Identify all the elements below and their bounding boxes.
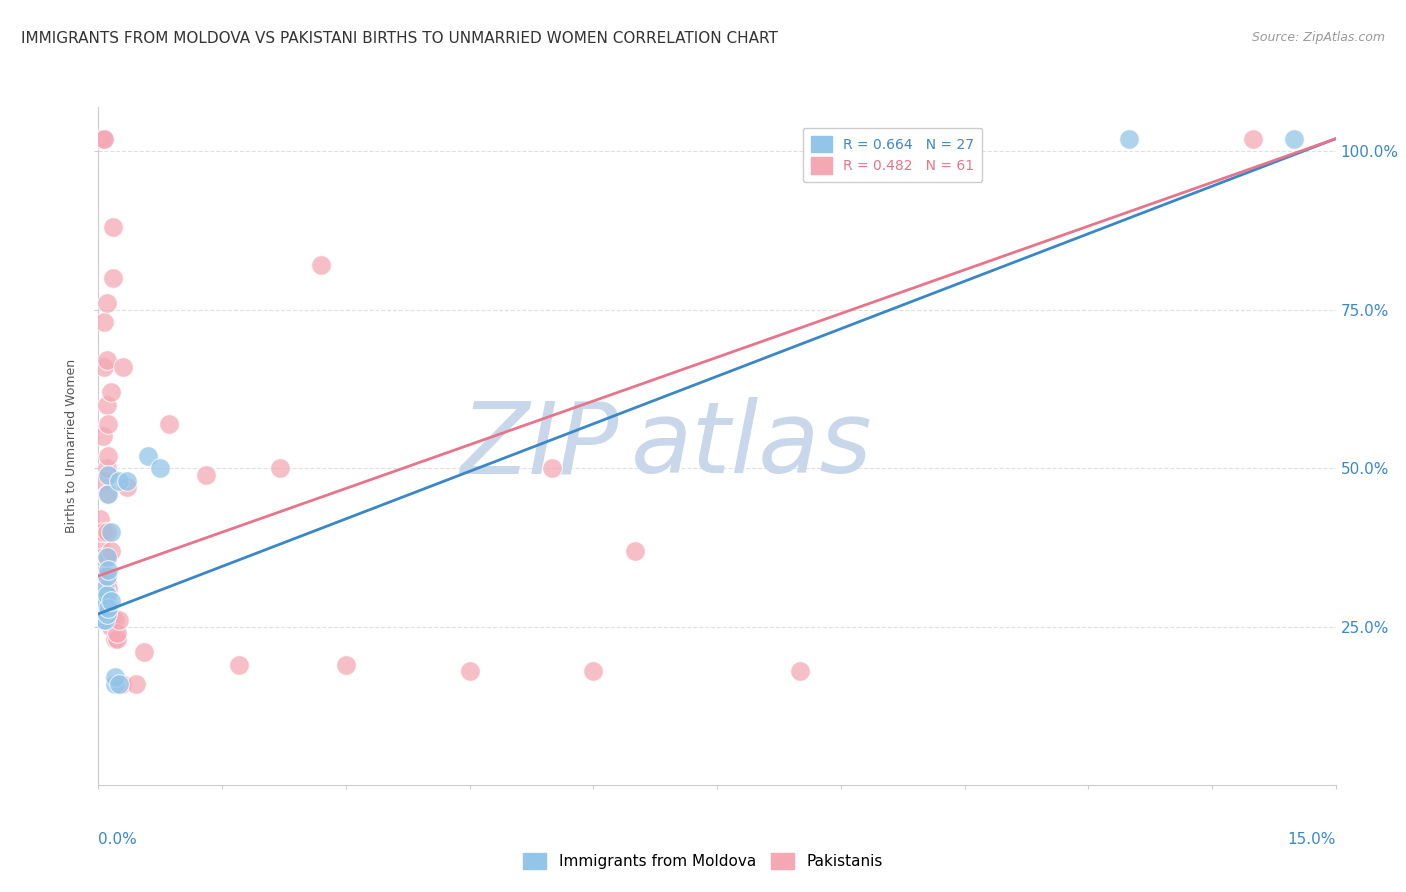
Point bbox=[91, 594, 114, 608]
Point bbox=[789, 664, 811, 678]
Point bbox=[91, 613, 114, 627]
Point bbox=[335, 657, 357, 672]
Point bbox=[97, 467, 120, 482]
Point bbox=[89, 537, 111, 551]
Point bbox=[108, 676, 131, 690]
Point bbox=[94, 582, 117, 596]
Point bbox=[91, 588, 114, 602]
Point bbox=[1241, 132, 1264, 146]
Point bbox=[89, 512, 111, 526]
Point bbox=[96, 549, 118, 564]
Point bbox=[96, 575, 118, 590]
Point bbox=[104, 613, 127, 627]
Point bbox=[89, 132, 111, 146]
Point bbox=[94, 604, 117, 618]
Legend: R = 0.664   N = 27, R = 0.482   N = 61: R = 0.664 N = 27, R = 0.482 N = 61 bbox=[803, 128, 983, 182]
Point bbox=[100, 543, 122, 558]
Point bbox=[91, 600, 114, 615]
Point bbox=[1118, 132, 1140, 146]
Point bbox=[91, 582, 114, 596]
Point bbox=[97, 549, 120, 564]
Point bbox=[194, 467, 217, 482]
Point bbox=[105, 632, 128, 647]
Point bbox=[228, 657, 250, 672]
Point bbox=[91, 524, 114, 539]
Point bbox=[269, 461, 291, 475]
Text: IMMIGRANTS FROM MOLDOVA VS PAKISTANI BIRTHS TO UNMARRIED WOMEN CORRELATION CHART: IMMIGRANTS FROM MOLDOVA VS PAKISTANI BIR… bbox=[21, 31, 778, 46]
Point bbox=[96, 461, 118, 475]
Point bbox=[108, 474, 131, 488]
Point bbox=[582, 664, 605, 678]
Point bbox=[104, 676, 127, 690]
Point bbox=[96, 569, 118, 583]
Point bbox=[458, 664, 481, 678]
Point bbox=[96, 296, 118, 310]
Point bbox=[91, 474, 114, 488]
Point bbox=[103, 220, 125, 235]
Point bbox=[93, 359, 115, 374]
Point bbox=[89, 549, 111, 564]
Point bbox=[124, 676, 146, 690]
Point bbox=[91, 563, 114, 577]
Point bbox=[94, 594, 117, 608]
Point bbox=[117, 480, 139, 494]
Point bbox=[108, 613, 131, 627]
Text: 15.0%: 15.0% bbox=[1288, 832, 1336, 847]
Point bbox=[96, 353, 118, 368]
Point bbox=[541, 461, 564, 475]
Text: 0.0%: 0.0% bbox=[98, 832, 138, 847]
Point bbox=[91, 588, 114, 602]
Y-axis label: Births to Unmarried Women: Births to Unmarried Women bbox=[65, 359, 79, 533]
Point bbox=[100, 385, 122, 400]
Text: ZIP: ZIP bbox=[460, 398, 619, 494]
Point bbox=[157, 417, 180, 431]
Point bbox=[112, 359, 135, 374]
Point bbox=[93, 132, 115, 146]
Point bbox=[93, 132, 115, 146]
Point bbox=[89, 575, 111, 590]
Point bbox=[103, 271, 125, 285]
Point bbox=[97, 563, 120, 577]
Point bbox=[96, 524, 118, 539]
Point bbox=[91, 429, 114, 443]
Point bbox=[132, 645, 155, 659]
Point bbox=[105, 626, 128, 640]
Point bbox=[96, 588, 118, 602]
Point bbox=[309, 259, 332, 273]
Point bbox=[97, 449, 120, 463]
Point bbox=[136, 449, 159, 463]
Point bbox=[117, 474, 139, 488]
Point bbox=[97, 582, 120, 596]
Point bbox=[100, 594, 122, 608]
Point bbox=[100, 619, 122, 633]
Point bbox=[97, 600, 120, 615]
Point bbox=[96, 549, 118, 564]
Point bbox=[97, 486, 120, 500]
Point bbox=[104, 670, 127, 684]
Point bbox=[100, 524, 122, 539]
Point bbox=[104, 632, 127, 647]
Point bbox=[110, 676, 132, 690]
Point bbox=[96, 486, 118, 500]
Point bbox=[91, 594, 114, 608]
Text: Source: ZipAtlas.com: Source: ZipAtlas.com bbox=[1251, 31, 1385, 45]
Point bbox=[89, 588, 111, 602]
Point bbox=[96, 607, 118, 621]
Point bbox=[100, 613, 122, 627]
Point bbox=[97, 417, 120, 431]
Point bbox=[94, 613, 117, 627]
Point bbox=[89, 524, 111, 539]
Point bbox=[89, 563, 111, 577]
Point bbox=[91, 575, 114, 590]
Legend: Immigrants from Moldova, Pakistanis: Immigrants from Moldova, Pakistanis bbox=[517, 847, 889, 875]
Text: atlas: atlas bbox=[630, 398, 872, 494]
Point bbox=[149, 461, 172, 475]
Point bbox=[96, 594, 118, 608]
Point bbox=[96, 398, 118, 412]
Point bbox=[1284, 132, 1306, 146]
Point bbox=[623, 543, 645, 558]
Point bbox=[93, 315, 115, 329]
Point bbox=[91, 549, 114, 564]
